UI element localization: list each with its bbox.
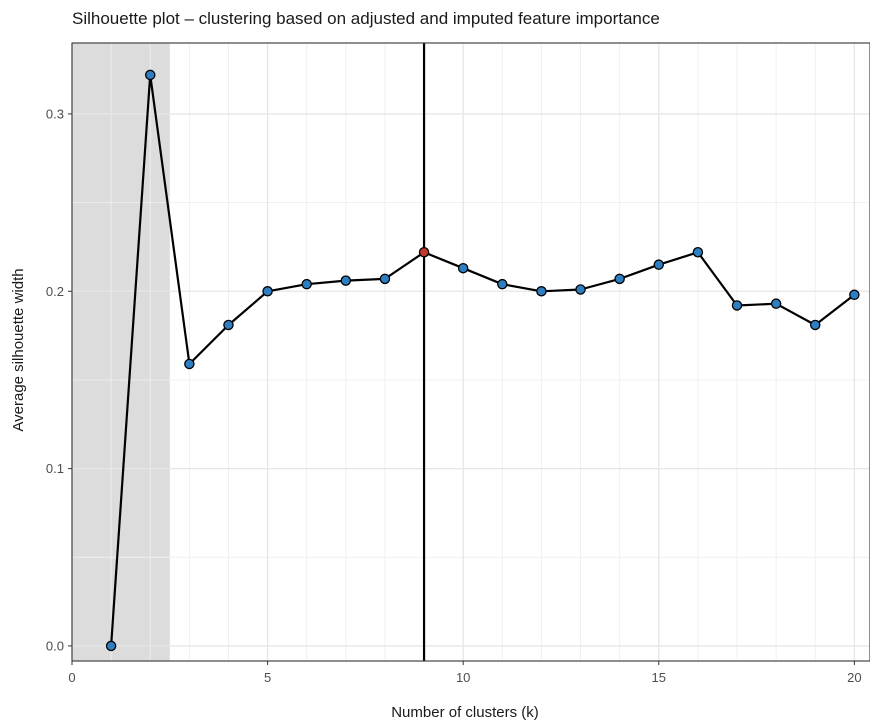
data-points — [105, 69, 860, 652]
y-tick-label: 0.0 — [46, 638, 64, 653]
data-point — [262, 286, 273, 297]
y-tick-label: 0.2 — [46, 284, 64, 299]
data-point — [379, 273, 391, 285]
data-point — [144, 69, 156, 81]
y-tick-label: 0.1 — [46, 461, 64, 476]
x-tick-label: 0 — [68, 670, 75, 685]
x-tick-label: 10 — [456, 670, 470, 685]
y-tick-label: 0.3 — [46, 106, 64, 121]
y-axis: 0.0 0.1 0.2 0.3 — [46, 106, 72, 653]
y-axis-title: Average silhouette width — [10, 268, 27, 431]
data-point — [653, 259, 665, 270]
data-point — [340, 275, 352, 286]
data-point — [497, 278, 508, 290]
x-tick-label: 15 — [652, 670, 666, 685]
chart-title: Silhouette plot – clustering based on ad… — [72, 9, 660, 28]
x-axis-title: Number of clusters (k) — [391, 704, 539, 721]
data-point — [614, 273, 625, 285]
data-point — [536, 286, 547, 297]
data-point — [457, 262, 469, 274]
x-tick-label: 5 — [264, 670, 271, 685]
plot-border — [71, 42, 870, 662]
data-point — [692, 247, 704, 258]
shaded-region — [72, 43, 170, 661]
data-point — [301, 278, 312, 290]
series-line — [110, 73, 856, 646]
data-point — [770, 298, 782, 309]
x-axis: 0 5 10 15 20 — [68, 661, 862, 685]
data-point — [575, 284, 586, 295]
plot-background — [72, 43, 870, 661]
data-point — [223, 319, 234, 331]
data-point — [809, 319, 821, 331]
data-point — [105, 640, 117, 652]
x-tick-label: 20 — [847, 670, 861, 685]
data-point — [184, 358, 195, 370]
data-point — [731, 300, 743, 311]
data-point — [849, 289, 860, 301]
highlight-point — [418, 247, 430, 258]
grid-minor — [72, 43, 870, 661]
